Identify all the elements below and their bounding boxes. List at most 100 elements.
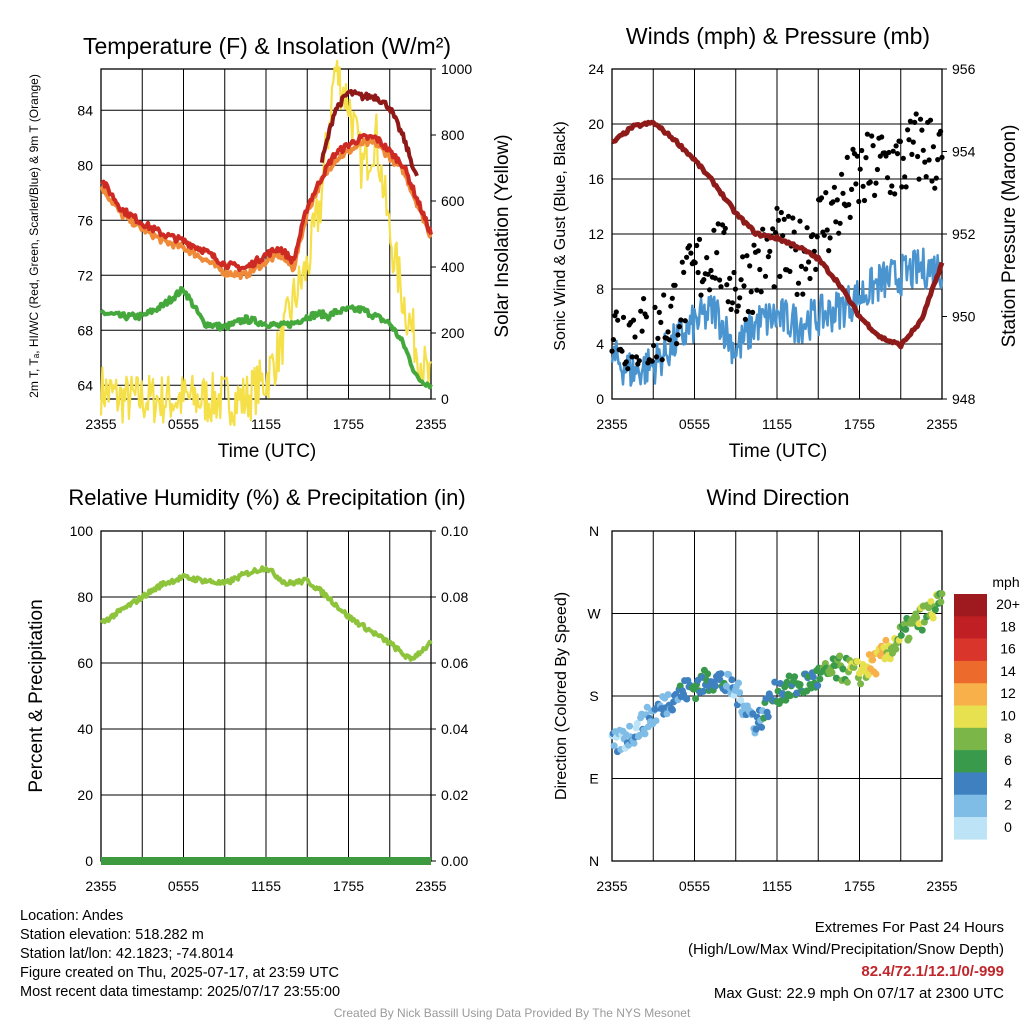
gust-point [781, 216, 787, 222]
gust-point [939, 154, 945, 160]
x-tick-label: 0555 [168, 878, 199, 894]
direction-point [892, 645, 900, 653]
gust-point [837, 220, 843, 226]
gust-point [610, 337, 617, 343]
gust-point [620, 314, 627, 320]
gust-point [787, 268, 793, 274]
gust-point [688, 250, 694, 256]
y-tick-label: 64 [77, 377, 93, 393]
temperature-title: Temperature (F) & Insolation (W/m²) [83, 33, 451, 59]
gust-point [675, 332, 681, 338]
gust-point [641, 296, 647, 302]
gust-point [638, 308, 644, 314]
gust-point [681, 269, 687, 275]
gust-point [659, 357, 665, 363]
y-tick-label: 80 [77, 589, 93, 605]
direction-point [853, 657, 861, 665]
gust-point [615, 317, 621, 323]
direction-point [785, 672, 793, 680]
gust-point [927, 117, 934, 123]
temp-line [100, 132, 433, 273]
y-tick-label: 0 [596, 391, 604, 407]
gust-point [649, 358, 655, 364]
gust-point [923, 174, 929, 180]
gust-point [734, 308, 740, 314]
y2-tick-label: 400 [441, 259, 465, 275]
gust-point [824, 227, 830, 233]
gust-point [813, 266, 819, 272]
gust-point [748, 289, 754, 295]
gust-point [774, 205, 780, 211]
gust-point [750, 309, 756, 315]
recent-timestamp: Most recent data timestamp: 2025/07/17 2… [20, 984, 341, 1000]
x-tick-label: 0555 [679, 416, 710, 432]
station-latlon: Station lat/lon: 42.1823; -74.8014 [20, 946, 234, 962]
direction-point [931, 606, 939, 614]
gust-point [932, 185, 938, 191]
gust-point [666, 337, 673, 343]
wind-direction-title: Wind Direction [706, 485, 849, 510]
gust-point [722, 225, 728, 231]
colorbar-label: 0 [1004, 819, 1012, 835]
gust-point [913, 111, 919, 117]
colorbar-label: 8 [1004, 730, 1012, 746]
direction-point [925, 604, 933, 612]
gust-point [826, 248, 832, 254]
gust-point [916, 176, 922, 182]
gust-point [775, 217, 782, 223]
max-gust: Max Gust: 22.9 mph On 07/17 at 2300 UTC [713, 985, 1004, 1002]
gust-point [747, 263, 753, 269]
x-tick-label: 2355 [415, 878, 446, 894]
gust-point [719, 222, 726, 228]
insolation-line [99, 59, 432, 427]
gust-point [869, 133, 875, 139]
colorbar-label: 16 [1000, 641, 1016, 657]
speed-colorbar: mph 20+ 18 16 14 12 10 8 6 4 2 0 [954, 574, 1020, 840]
gust-point [715, 221, 721, 227]
gust-point [758, 289, 764, 295]
gust-point [930, 144, 937, 150]
gust-point [674, 341, 680, 347]
colorbar-label: 12 [1000, 685, 1016, 701]
direction-point [717, 670, 725, 678]
station-location: Location: Andes [20, 908, 124, 924]
gust-point [711, 227, 717, 233]
direction-point [669, 706, 676, 714]
gust-point [609, 348, 615, 354]
direction-tick-label: N [589, 853, 599, 869]
gust-point [874, 166, 881, 173]
gust-point [853, 181, 859, 187]
direction-point [692, 695, 700, 703]
direction-point [641, 730, 649, 738]
gust-point [897, 138, 904, 145]
gust-point [909, 151, 915, 157]
pressure-line [611, 119, 945, 350]
gust-point [863, 155, 869, 161]
gust-point [879, 134, 885, 140]
dewpoint-line [99, 286, 433, 390]
y2-tick-label: 0.04 [441, 721, 468, 737]
gust-point [741, 283, 747, 289]
x-tick-label: 1755 [333, 416, 364, 432]
direction-point [704, 670, 712, 678]
heat-index-line [319, 88, 419, 177]
gust-point [884, 175, 891, 181]
direction-point [816, 675, 824, 683]
gust-point [821, 232, 827, 238]
gust-point [672, 282, 678, 288]
y-tick-label: 68 [77, 322, 93, 338]
gust-point [929, 178, 935, 184]
gust-point [795, 280, 802, 286]
sonic-wind-line [610, 247, 944, 387]
gust-point [744, 253, 750, 259]
x-tick-label: 0555 [679, 878, 710, 894]
gust-point [849, 186, 855, 192]
gust-point [771, 284, 777, 290]
winds-title: Winds (mph) & Pressure (mb) [626, 23, 930, 49]
direction-point [771, 678, 779, 686]
x-tick-label: 2355 [85, 416, 116, 432]
gust-point [717, 277, 723, 283]
x-tick-label: 1755 [844, 878, 875, 894]
gust-point [679, 259, 685, 265]
station-info: Location: Andes Station elevation: 518.2… [20, 907, 340, 1002]
